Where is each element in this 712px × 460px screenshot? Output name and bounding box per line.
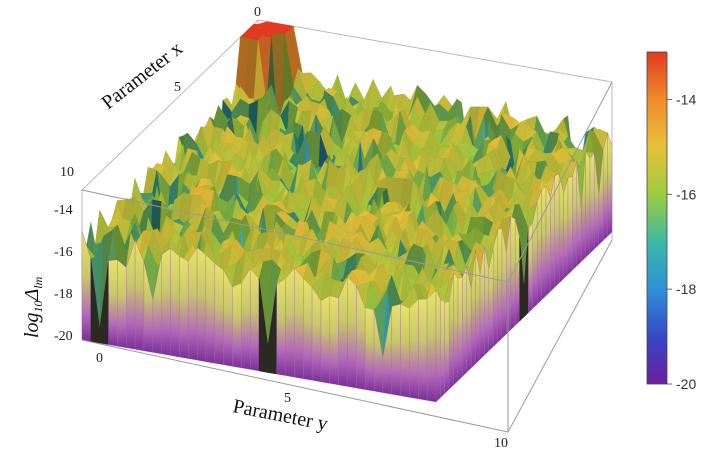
surface-wall [347,276,357,389]
surface-wall [572,161,577,271]
surface-wall [493,230,498,348]
y-tick: 5 [284,391,291,406]
colorbar-tick-label: -14 [676,91,696,107]
surface-wall [188,246,198,361]
z-label-symbol-sub: lm [31,276,45,288]
surface-wall [179,255,189,359]
x-axis-ticks: 0 5 10 [60,5,261,180]
surface-wall [329,295,339,386]
surface-wall [205,254,215,364]
surface-wall [391,303,401,396]
surface-wall [241,267,251,370]
surface-wall [426,289,437,403]
surface-wall [365,307,375,392]
surface-wall [567,176,573,275]
colorbar-tick-label: -18 [676,281,696,297]
colorbar-tick-label: -16 [676,186,696,202]
surface-wall [462,266,467,377]
z-axis-ticks: -14 -16 -18 -20 [54,203,73,344]
surface-wall [589,152,595,254]
surface-wall [537,189,542,305]
colorbar-gradient [646,51,668,385]
surface-wall [453,272,459,386]
surface-wall [303,277,313,381]
y-tick: 10 [494,436,508,451]
surface-wall [559,173,564,284]
surface-wall [196,247,207,362]
surface-wall [232,282,242,369]
surface-wall [497,227,503,343]
surface-wall [117,259,127,348]
surface-wall [320,295,330,384]
colorbar-ticks: -14 -16 -18 -20 [667,91,696,392]
z-tick: -18 [54,287,73,302]
x-tick: 0 [254,5,261,20]
surface-wall [223,269,233,367]
y-axis-label: Parameter y [231,395,330,435]
surface-wall [108,259,118,347]
colorbar: -14 -16 -18 -20 [646,51,696,392]
surface-wall [311,286,322,383]
z-tick: -16 [54,245,73,260]
z-tick: -20 [54,329,73,344]
surface-wall [250,268,260,372]
surface-wall [563,177,569,280]
surface-wall [418,298,428,401]
surface-wall [444,301,450,394]
x-axis-label: Parameter x [98,37,187,113]
surface-wall [607,132,613,237]
surface-wall [457,277,463,382]
surface-wall [214,263,224,365]
surface-wall [276,278,286,376]
x-tick: 10 [60,165,74,180]
surface-wall [440,299,445,399]
z-axis-label: log10Δlm [21,276,45,338]
y-axis-ticks: 0 5 10 [96,351,508,451]
y-tick: 0 [96,351,103,366]
z-tick: -14 [54,203,73,218]
z-label-log: log [21,312,43,338]
surface-mesh [81,21,613,403]
surface-wall [161,248,171,356]
surface-wall [409,298,419,400]
surface-wall [541,185,547,301]
surface-wall [400,303,410,398]
surface-wall [170,248,180,358]
surface-wall [435,289,441,403]
surface-wall [285,267,295,378]
surface-wall [294,267,304,379]
surface-wall [585,150,591,258]
surface-wall [603,132,608,241]
z-label-log-sub: 10 [31,300,45,312]
surface-wall [515,219,520,326]
colorbar-tick-label: -20 [676,376,696,392]
box-front-edges [81,81,613,433]
x-tick: 5 [174,80,181,95]
z-label-symbol: Δ [21,289,43,302]
